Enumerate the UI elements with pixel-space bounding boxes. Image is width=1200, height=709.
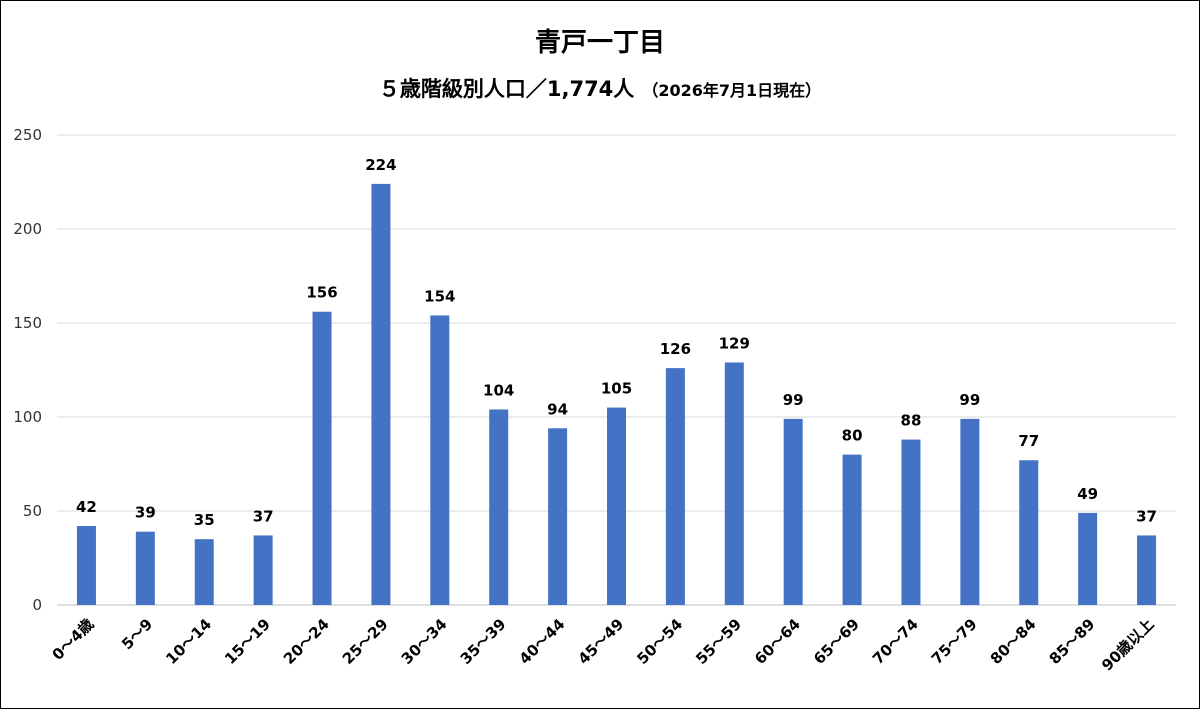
- bar: [489, 409, 509, 605]
- data-label: 104: [483, 381, 514, 399]
- y-tick-label: 200: [13, 220, 42, 238]
- data-label: 88: [901, 412, 922, 430]
- data-label: 37: [1136, 507, 1157, 525]
- chart-subtitle-note: （2026年7月1日現在）: [642, 81, 822, 100]
- data-label: 94: [547, 400, 568, 418]
- bar: [548, 428, 568, 605]
- x-tick-label: 65～69: [810, 615, 863, 668]
- x-tick-label: 15～19: [221, 615, 274, 668]
- bar: [724, 362, 744, 605]
- bar: [1137, 535, 1157, 605]
- data-label: 129: [719, 334, 750, 352]
- x-tick-label: 35～39: [457, 615, 510, 668]
- data-label: 99: [959, 391, 980, 409]
- bars: [76, 183, 1157, 605]
- data-label: 35: [194, 511, 215, 529]
- data-label: 39: [135, 504, 156, 522]
- x-tick-label: 85～89: [1046, 615, 1099, 668]
- bar: [76, 526, 96, 605]
- data-label: 224: [365, 156, 396, 174]
- bar: [665, 368, 685, 605]
- y-tick-label: 250: [13, 126, 42, 144]
- x-tick-label: 55～59: [692, 615, 745, 668]
- x-tick-label: 25～29: [339, 615, 392, 668]
- data-label: 99: [783, 391, 804, 409]
- bar: [371, 183, 391, 605]
- x-tick-label: 75～79: [928, 615, 981, 668]
- y-tick-label: 50: [23, 502, 42, 520]
- data-label: 49: [1077, 485, 1098, 503]
- chart-subtitle-main: ５歳階級別人口／1,774人: [378, 77, 635, 101]
- bar: [253, 535, 273, 605]
- data-label: 156: [306, 284, 337, 302]
- bar: [783, 418, 803, 605]
- bar: [430, 315, 450, 605]
- data-label: 126: [660, 340, 691, 358]
- data-label: 154: [424, 287, 455, 305]
- x-tick-label: 80～84: [987, 615, 1040, 668]
- data-label: 37: [253, 507, 274, 525]
- x-axis-labels: 0～4歳 5～9 10～14 15～19 20～24 25～29 30～34 35～39 40～…: [49, 615, 1158, 674]
- x-tick-label: 5～9: [118, 615, 156, 653]
- chart-title: 青戸一丁目: [534, 28, 665, 58]
- data-label: 80: [842, 427, 863, 445]
- y-tick-label: 150: [13, 314, 42, 332]
- x-tick-label: 30～34: [398, 615, 451, 668]
- bar: [960, 418, 980, 605]
- y-axis-labels: 0 50 100 150 200 250: [13, 126, 42, 614]
- bar: [842, 454, 862, 605]
- data-labels: 42 39 35 37 156 224 154 104 94 105 126 129 99 80 88 99 7…: [76, 156, 1157, 529]
- x-tick-label: 50～54: [633, 615, 686, 668]
- x-tick-label: 20～24: [280, 615, 333, 668]
- data-label: 105: [601, 380, 632, 398]
- bar: [312, 311, 332, 605]
- y-tick-label: 100: [13, 408, 42, 426]
- bar: [901, 439, 921, 605]
- x-tick-label: 10～14: [162, 615, 215, 668]
- x-tick-label: 0～4歳: [49, 615, 98, 664]
- bar: [607, 407, 626, 605]
- chart-subtitle: ５歳階級別人口／1,774人 （2026年7月1日現在）: [0, 73, 1200, 103]
- x-tick-label: 90歳以上: [1098, 615, 1157, 674]
- x-tick-label: 60～64: [751, 615, 804, 668]
- x-tick-label: 40～44: [516, 615, 569, 668]
- bar: [1019, 460, 1039, 605]
- bar: [1078, 512, 1098, 605]
- bar: [135, 531, 155, 605]
- data-label: 77: [1018, 432, 1039, 450]
- bar: [194, 539, 214, 605]
- data-label: 42: [76, 498, 97, 516]
- y-tick-label: 0: [32, 596, 42, 614]
- x-tick-label: 45～49: [574, 615, 627, 668]
- x-tick-label: 70～74: [869, 615, 922, 668]
